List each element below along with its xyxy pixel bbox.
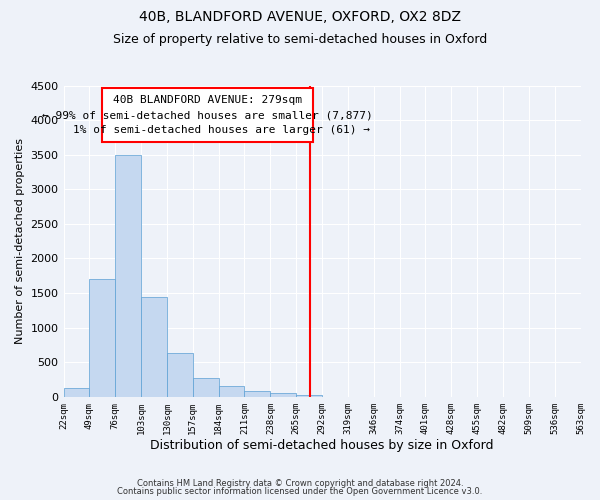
Text: Contains HM Land Registry data © Crown copyright and database right 2024.: Contains HM Land Registry data © Crown c… [137, 478, 463, 488]
Y-axis label: Number of semi-detached properties: Number of semi-detached properties [15, 138, 25, 344]
Bar [167, 353, 193, 397]
Text: ← 99% of semi-detached houses are smaller (7,877): ← 99% of semi-detached houses are smalle… [42, 110, 373, 120]
X-axis label: Distribution of semi-detached houses by size in Oxford: Distribution of semi-detached houses by … [150, 440, 494, 452]
Bar [271, 394, 296, 397]
Text: 40B BLANDFORD AVENUE: 279sqm: 40B BLANDFORD AVENUE: 279sqm [113, 95, 302, 105]
Bar [89, 279, 115, 397]
Bar [141, 296, 167, 397]
Bar [115, 154, 141, 397]
Bar [64, 388, 89, 397]
Bar [193, 378, 218, 397]
Text: 1% of semi-detached houses are larger (61) →: 1% of semi-detached houses are larger (6… [46, 126, 370, 136]
Bar [103, 88, 313, 142]
Text: Contains public sector information licensed under the Open Government Licence v3: Contains public sector information licen… [118, 487, 482, 496]
Bar [296, 395, 322, 397]
Text: 40B, BLANDFORD AVENUE, OXFORD, OX2 8DZ: 40B, BLANDFORD AVENUE, OXFORD, OX2 8DZ [139, 10, 461, 24]
Bar [244, 390, 271, 397]
Bar [218, 386, 244, 397]
Text: Size of property relative to semi-detached houses in Oxford: Size of property relative to semi-detach… [113, 32, 487, 46]
